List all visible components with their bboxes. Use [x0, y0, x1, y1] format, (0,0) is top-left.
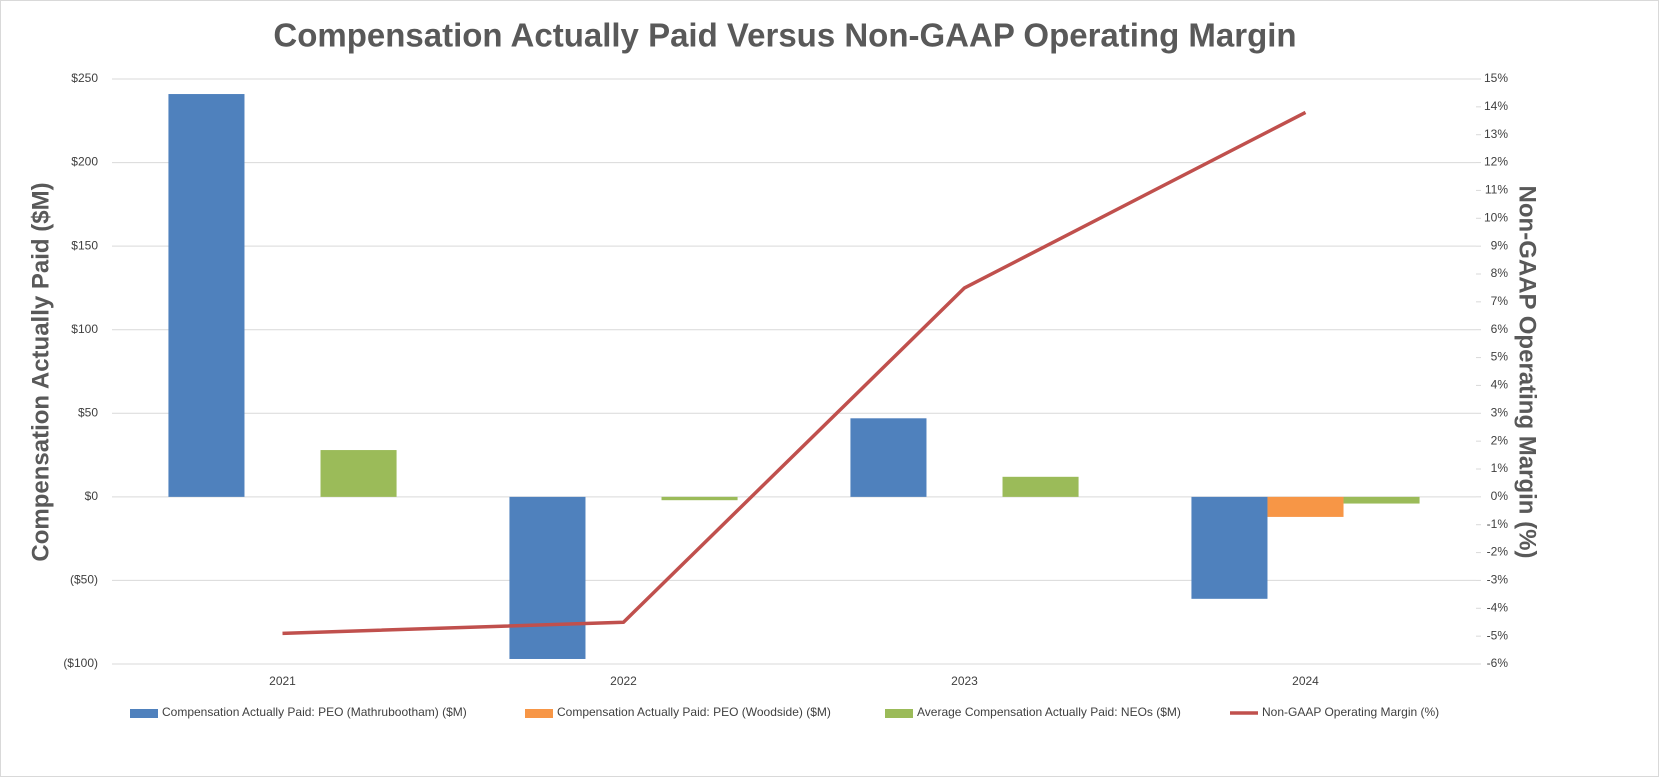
- y2-tick-label: -3%: [1487, 573, 1509, 587]
- bar: [850, 418, 927, 497]
- legend-label: Compensation Actually Paid: PEO (Woodsid…: [557, 705, 831, 719]
- y2-tick-label: 12%: [1484, 155, 1508, 169]
- y2-tick-label: 5%: [1491, 350, 1509, 364]
- y-tick-label: $250: [71, 71, 98, 85]
- y2-tick-label: 7%: [1491, 294, 1509, 308]
- y2-tick-label: 3%: [1491, 405, 1509, 419]
- legend-swatch: [525, 709, 553, 718]
- bar: [1343, 496, 1420, 504]
- legend-swatch: [885, 709, 913, 718]
- y2-tick-label: 1%: [1491, 461, 1509, 475]
- y2-tick-label: 15%: [1484, 71, 1508, 85]
- y-tick-label: $50: [78, 405, 98, 419]
- x-tick-label: 2024: [1292, 674, 1319, 688]
- x-tick-label: 2023: [951, 674, 978, 688]
- y2-tick-label: -6%: [1487, 656, 1509, 670]
- y2-tick-label: 10%: [1484, 210, 1508, 224]
- x-tick-label: 2022: [610, 674, 637, 688]
- y-tick-label: $0: [85, 489, 99, 503]
- line-series: [282, 110, 1307, 636]
- y2-tick-label: 0%: [1491, 489, 1509, 503]
- bar: [1002, 476, 1079, 497]
- bar: [1191, 496, 1268, 599]
- y2-tick-label: -4%: [1487, 600, 1509, 614]
- bar: [661, 496, 738, 501]
- y-tick-label: $200: [71, 155, 98, 169]
- bar: [1267, 496, 1344, 517]
- y-tick-label: ($50): [70, 573, 98, 587]
- y-tick-label: $100: [71, 322, 98, 336]
- y2-tick-label: 13%: [1484, 127, 1508, 141]
- bar: [509, 496, 586, 659]
- y2-tick-label: 14%: [1484, 99, 1508, 113]
- legend-label: Compensation Actually Paid: PEO (Mathrub…: [162, 705, 467, 719]
- y2-tick-label: 9%: [1491, 238, 1509, 252]
- x-tick-label: 2021: [269, 674, 296, 688]
- y2-axis-title: Non-GAAP Operating Margin (%): [1514, 186, 1541, 559]
- y-tick-label: ($100): [63, 656, 98, 670]
- legend-label: Non-GAAP Operating Margin (%): [1262, 705, 1439, 719]
- y2-tick-label: 4%: [1491, 378, 1509, 392]
- y2-tick-label: 6%: [1491, 322, 1509, 336]
- bar: [168, 94, 245, 497]
- y2-tick-label: -2%: [1487, 545, 1509, 559]
- y2-tick-label: 11%: [1485, 183, 1508, 197]
- y2-tick-label: 2%: [1491, 433, 1509, 447]
- y2-tick-label: -5%: [1487, 628, 1509, 642]
- legend-swatch: [130, 709, 158, 718]
- bar: [320, 450, 397, 497]
- y-tick-label: $150: [71, 238, 98, 252]
- y2-tick-label: -1%: [1487, 517, 1509, 531]
- legend-label: Average Compensation Actually Paid: NEOs…: [917, 705, 1181, 719]
- chart-title: Compensation Actually Paid Versus Non-GA…: [273, 17, 1296, 54]
- y2-tick-label: 8%: [1491, 266, 1509, 280]
- y-axis-title: Compensation Actually Paid ($M): [27, 182, 54, 561]
